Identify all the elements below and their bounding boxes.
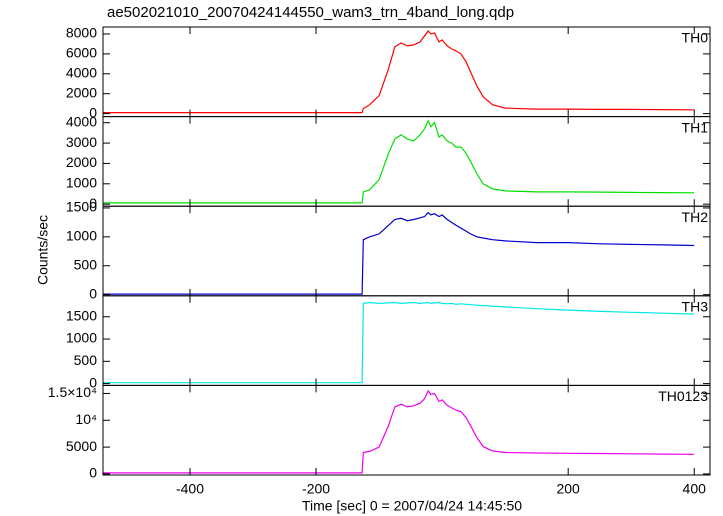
y-tick-label: 6000 [66, 45, 97, 61]
y-tick-label: 0 [89, 104, 97, 120]
x-tick-label: -200 [302, 481, 330, 497]
x-tick-label: 400 [683, 481, 707, 497]
y-tick-label: 1000 [66, 175, 97, 191]
data-line [103, 211, 695, 295]
y-tick-label: 0 [89, 465, 97, 481]
data-line [103, 30, 695, 114]
panel-frame [102, 205, 711, 297]
panel-label: TH1 [682, 119, 709, 135]
y-tick-label: 500 [74, 352, 98, 368]
data-line [103, 119, 695, 204]
data-line [103, 301, 695, 384]
panel-label: TH2 [682, 209, 709, 225]
x-axis-label: Time [sec] 0 = 2007/04/24 14:45:50 [302, 498, 522, 514]
y-tick-label: 500 [74, 256, 98, 272]
y-tick-label: 0 [89, 195, 97, 211]
y-tick-label: 1.5×10⁴ [48, 384, 97, 400]
panel-label: TH0123 [658, 388, 708, 404]
panel-label: TH3 [682, 299, 709, 315]
y-tick-label: 4000 [66, 64, 97, 80]
x-tick-label: -400 [176, 481, 204, 497]
chart-title: ae502021010_20070424144550_wam3_trn_4ban… [107, 4, 514, 21]
y-tick-label: 0 [89, 285, 97, 301]
y-tick-label: 8000 [66, 25, 97, 41]
y-axis-label: Counts/sec [35, 215, 51, 285]
panel-label: TH0 [682, 30, 709, 46]
y-tick-label: 2000 [66, 84, 97, 100]
y-tick-label: 0 [89, 374, 97, 390]
y-tick-label: 5000 [66, 438, 97, 454]
y-tick-label: 4000 [66, 113, 97, 129]
y-tick-label: 3000 [66, 134, 97, 150]
panel-frame [102, 384, 711, 476]
panel-frame [102, 295, 711, 386]
y-tick-label: 10⁴ [75, 411, 97, 427]
y-tick-label: 2000 [66, 154, 97, 170]
y-tick-label: 1500 [66, 307, 97, 323]
panel-frame [102, 26, 711, 118]
y-tick-label: 1000 [66, 330, 97, 346]
y-tick-label: 1500 [66, 199, 97, 215]
y-tick-label: 1000 [66, 228, 97, 244]
data-line [103, 389, 695, 474]
x-tick-label: 200 [556, 481, 580, 497]
